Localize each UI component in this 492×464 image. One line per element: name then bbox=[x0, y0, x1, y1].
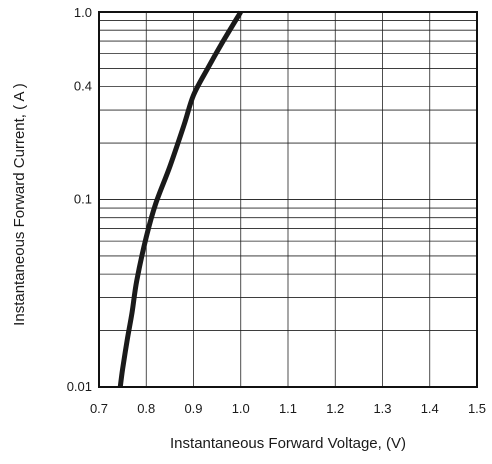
y-tick-label-1: 0.1 bbox=[74, 192, 92, 207]
y-tick-label-3: 1.0 bbox=[74, 5, 92, 20]
x-tick-label-1: 0.8 bbox=[137, 401, 155, 416]
x-tick-label-0: 0.7 bbox=[90, 401, 108, 416]
y-axis-label: Instantaneous Forward Current, ( A ) bbox=[11, 83, 28, 326]
x-tick-label-3: 1.0 bbox=[232, 401, 250, 416]
y-tick-labels: 0.01 0.1 0.4 1.0 bbox=[67, 5, 92, 394]
x-tick-label-4: 1.1 bbox=[279, 401, 297, 416]
x-tick-label-8: 1.5 bbox=[468, 401, 486, 416]
x-axis-label: Instantaneous Forward Voltage, (V) bbox=[170, 435, 406, 452]
plot-frame bbox=[98, 11, 478, 388]
x-tick-labels: 0.7 0.8 0.9 1.0 1.1 1.2 1.3 1.4 1.5 bbox=[90, 401, 486, 416]
series-line-forward-current bbox=[117, 10, 243, 388]
y-tick-label-0: 0.01 bbox=[67, 379, 92, 394]
x-tick-label-6: 1.3 bbox=[373, 401, 391, 416]
x-tick-label-2: 0.9 bbox=[184, 401, 202, 416]
y-tick-label-2: 0.4 bbox=[74, 79, 92, 94]
x-tick-label-5: 1.2 bbox=[326, 401, 344, 416]
x-tick-label-7: 1.4 bbox=[421, 401, 439, 416]
